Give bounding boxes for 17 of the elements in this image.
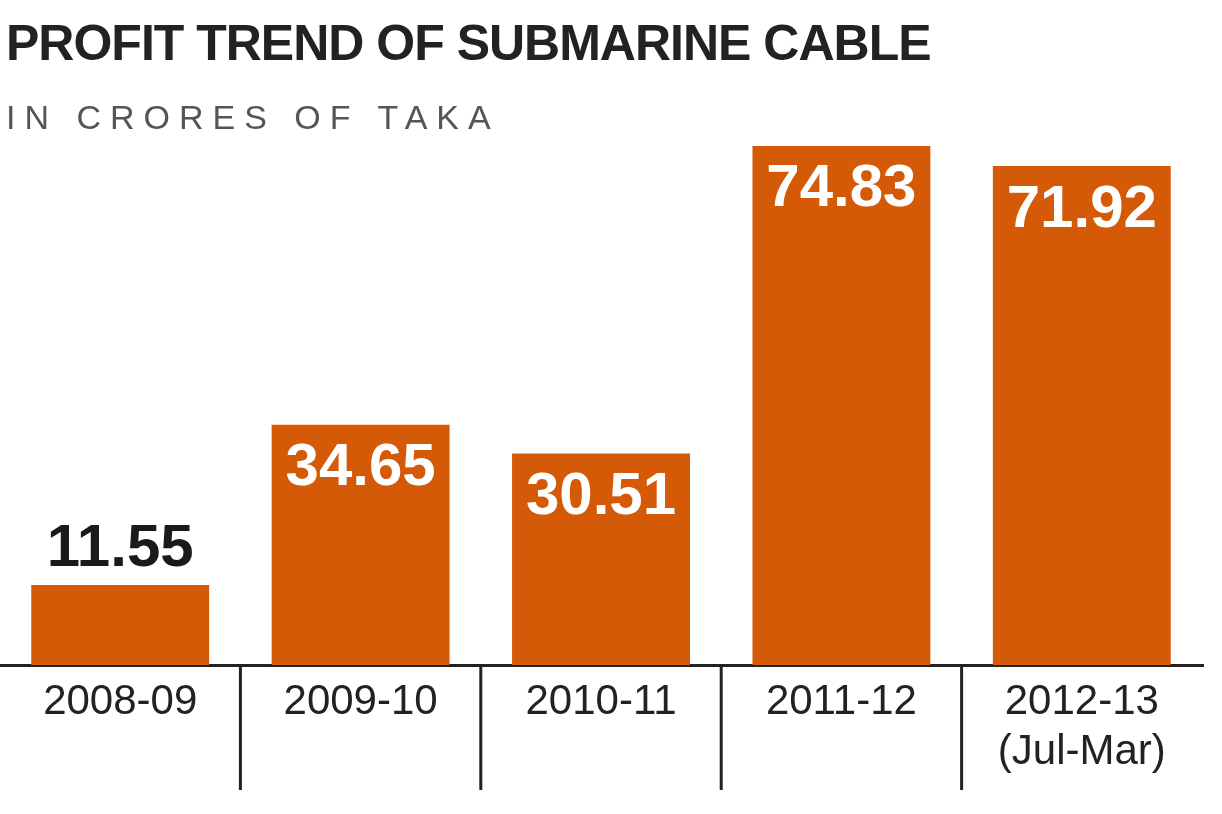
bar	[31, 585, 210, 666]
data-label: 74.83	[766, 152, 917, 220]
x-tick-label: 2008-09	[43, 675, 198, 723]
bar	[992, 166, 1171, 666]
data-label: 30.51	[525, 460, 677, 528]
bar	[271, 424, 450, 666]
chart-subtitle: IN CRORES OF TAKA	[6, 98, 500, 137]
bar	[512, 453, 690, 666]
data-label: 71.92	[1006, 172, 1157, 240]
data-label: 34.65	[285, 431, 436, 499]
chart-title: PROFIT TREND OF SUBMARINE CABLE	[6, 14, 931, 72]
x-tick-label: 2012-13 (Jul-Mar)	[997, 675, 1166, 774]
x-tick-label: 2009-10	[283, 675, 438, 723]
bar	[752, 145, 931, 666]
data-label: 11.55	[46, 511, 194, 579]
x-tick-label: 2010-11	[525, 675, 677, 723]
x-tick-label: 2011-12	[765, 675, 917, 723]
